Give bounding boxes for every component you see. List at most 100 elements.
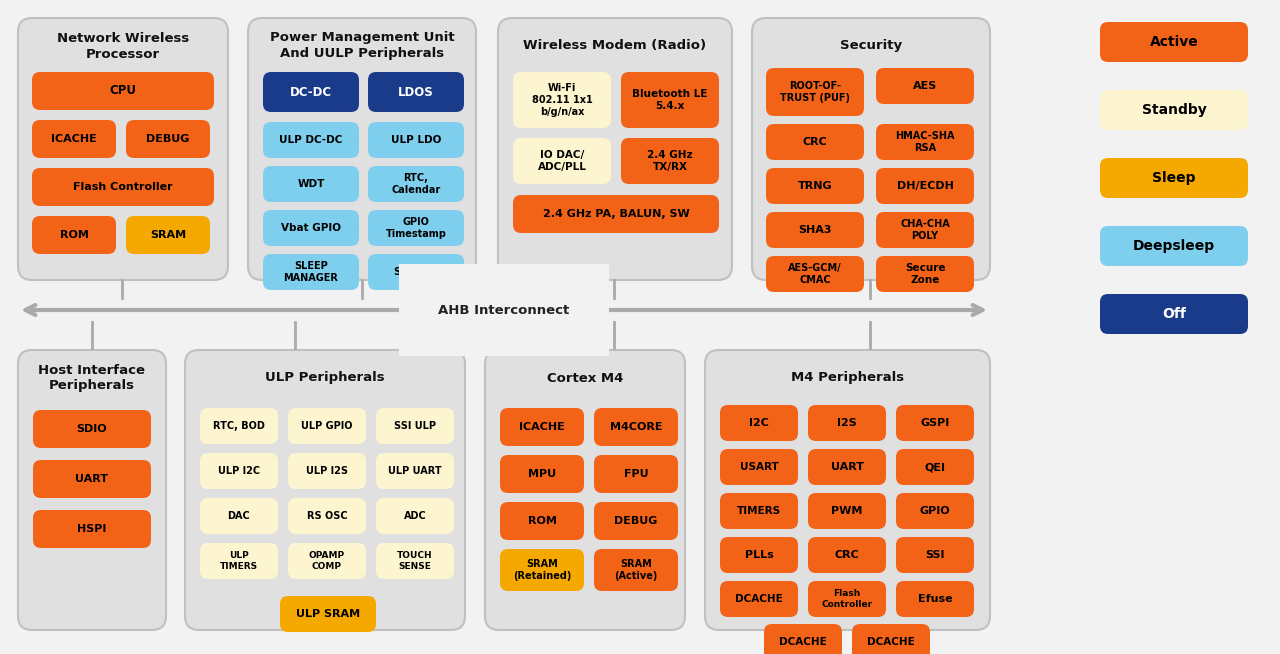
- FancyBboxPatch shape: [288, 453, 366, 489]
- FancyBboxPatch shape: [765, 212, 864, 248]
- Text: LDOS: LDOS: [398, 86, 434, 99]
- FancyBboxPatch shape: [1100, 294, 1248, 334]
- Text: Standby: Standby: [1142, 103, 1206, 117]
- Text: DEBUG: DEBUG: [614, 516, 658, 526]
- Text: FPU: FPU: [623, 469, 648, 479]
- Text: Vbat GPIO: Vbat GPIO: [282, 223, 340, 233]
- FancyBboxPatch shape: [32, 216, 116, 254]
- FancyBboxPatch shape: [200, 498, 278, 534]
- FancyBboxPatch shape: [896, 493, 974, 529]
- FancyBboxPatch shape: [1100, 158, 1248, 198]
- FancyBboxPatch shape: [594, 408, 678, 446]
- Text: Sleep: Sleep: [1152, 171, 1196, 185]
- Text: M4CORE: M4CORE: [609, 422, 662, 432]
- Text: Deepsleep: Deepsleep: [1133, 239, 1215, 253]
- FancyBboxPatch shape: [369, 210, 465, 246]
- Text: ADC: ADC: [403, 511, 426, 521]
- FancyBboxPatch shape: [32, 120, 116, 158]
- FancyBboxPatch shape: [719, 537, 797, 573]
- FancyBboxPatch shape: [808, 449, 886, 485]
- Text: QEI: QEI: [924, 462, 946, 472]
- FancyBboxPatch shape: [500, 502, 584, 540]
- FancyBboxPatch shape: [186, 350, 465, 630]
- Text: SYSRTC: SYSRTC: [394, 267, 438, 277]
- Text: 2.4 GHz PA, BALUN, SW: 2.4 GHz PA, BALUN, SW: [543, 209, 690, 219]
- Text: SDIO: SDIO: [77, 424, 108, 434]
- Text: DC-DC: DC-DC: [291, 86, 332, 99]
- Text: ULP GPIO: ULP GPIO: [301, 421, 353, 431]
- FancyBboxPatch shape: [719, 493, 797, 529]
- FancyBboxPatch shape: [808, 493, 886, 529]
- Text: I2C: I2C: [749, 418, 769, 428]
- FancyBboxPatch shape: [896, 581, 974, 617]
- Text: RTC,
Calendar: RTC, Calendar: [392, 173, 440, 195]
- Text: Secure
Zone: Secure Zone: [905, 263, 945, 284]
- FancyBboxPatch shape: [753, 18, 989, 280]
- FancyBboxPatch shape: [200, 453, 278, 489]
- FancyBboxPatch shape: [262, 72, 358, 112]
- FancyBboxPatch shape: [621, 72, 719, 128]
- Text: DCACHE: DCACHE: [867, 637, 915, 647]
- FancyBboxPatch shape: [594, 502, 678, 540]
- Text: CPU: CPU: [110, 84, 137, 97]
- FancyBboxPatch shape: [896, 537, 974, 573]
- Text: ULP LDO: ULP LDO: [390, 135, 442, 145]
- Text: OPAMP
COMP: OPAMP COMP: [308, 551, 346, 571]
- FancyBboxPatch shape: [719, 449, 797, 485]
- Text: HMAC-SHA
RSA: HMAC-SHA RSA: [895, 131, 955, 153]
- Text: CRC: CRC: [835, 550, 859, 560]
- Text: 2.4 GHz
TX/RX: 2.4 GHz TX/RX: [648, 150, 692, 172]
- FancyBboxPatch shape: [808, 405, 886, 441]
- Text: ULP SRAM: ULP SRAM: [296, 609, 360, 619]
- FancyBboxPatch shape: [33, 510, 151, 548]
- FancyBboxPatch shape: [594, 549, 678, 591]
- FancyBboxPatch shape: [594, 455, 678, 493]
- FancyBboxPatch shape: [765, 68, 864, 116]
- FancyBboxPatch shape: [719, 405, 797, 441]
- Text: PLLs: PLLs: [745, 550, 773, 560]
- Text: ICACHE: ICACHE: [520, 422, 564, 432]
- Text: HSPI: HSPI: [77, 524, 106, 534]
- Text: Active: Active: [1149, 35, 1198, 49]
- FancyBboxPatch shape: [876, 124, 974, 160]
- FancyBboxPatch shape: [33, 460, 151, 498]
- FancyBboxPatch shape: [621, 138, 719, 184]
- Text: GPIO: GPIO: [920, 506, 950, 516]
- FancyBboxPatch shape: [896, 405, 974, 441]
- Text: USART: USART: [740, 462, 778, 472]
- Text: ROM: ROM: [527, 516, 557, 526]
- Text: SLEEP
MANAGER: SLEEP MANAGER: [284, 261, 338, 283]
- FancyBboxPatch shape: [262, 122, 358, 158]
- Text: TRNG: TRNG: [797, 181, 832, 191]
- Text: I2S: I2S: [837, 418, 856, 428]
- FancyBboxPatch shape: [876, 212, 974, 248]
- FancyBboxPatch shape: [376, 543, 454, 579]
- FancyBboxPatch shape: [369, 166, 465, 202]
- FancyBboxPatch shape: [705, 350, 989, 630]
- Text: RTC, BOD: RTC, BOD: [212, 421, 265, 431]
- Text: Power Management Unit
And UULP Peripherals: Power Management Unit And UULP Periphera…: [270, 31, 454, 61]
- FancyBboxPatch shape: [876, 168, 974, 204]
- FancyBboxPatch shape: [248, 18, 476, 280]
- FancyBboxPatch shape: [513, 138, 611, 184]
- Text: ULP I2C: ULP I2C: [218, 466, 260, 476]
- Text: DEBUG: DEBUG: [146, 134, 189, 144]
- Text: SRAM
(Retained): SRAM (Retained): [513, 559, 571, 581]
- FancyBboxPatch shape: [376, 453, 454, 489]
- Text: ULP DC-DC: ULP DC-DC: [279, 135, 343, 145]
- Text: SSI ULP: SSI ULP: [394, 421, 436, 431]
- Text: M4 Peripherals: M4 Peripherals: [791, 371, 904, 385]
- FancyBboxPatch shape: [719, 581, 797, 617]
- Text: Cortex M4: Cortex M4: [547, 371, 623, 385]
- Text: AHB Interconnect: AHB Interconnect: [438, 303, 570, 317]
- Text: ULP Peripherals: ULP Peripherals: [265, 371, 385, 385]
- Text: ULP I2S: ULP I2S: [306, 466, 348, 476]
- FancyBboxPatch shape: [808, 537, 886, 573]
- FancyBboxPatch shape: [32, 168, 214, 206]
- Text: Flash
Controller: Flash Controller: [822, 589, 873, 609]
- Text: CRC: CRC: [803, 137, 827, 147]
- FancyBboxPatch shape: [852, 624, 931, 654]
- Text: ROOT-OF-
TRUST (PUF): ROOT-OF- TRUST (PUF): [780, 81, 850, 103]
- Text: Wi-Fi
802.11 1x1
b/g/n/ax: Wi-Fi 802.11 1x1 b/g/n/ax: [531, 84, 593, 116]
- Text: DCACHE: DCACHE: [780, 637, 827, 647]
